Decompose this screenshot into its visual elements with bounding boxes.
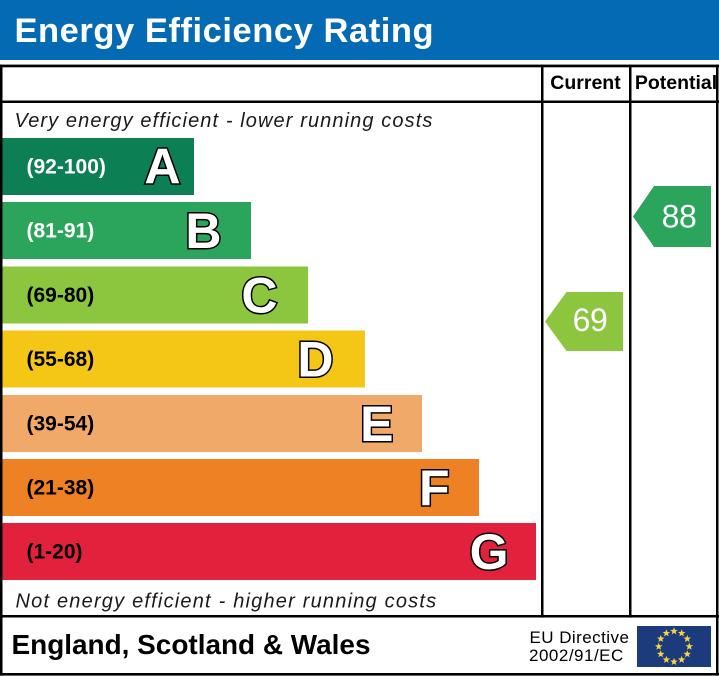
svg-text:69: 69 — [573, 302, 608, 338]
svg-text:A: A — [144, 139, 180, 195]
svg-text:(92-100): (92-100) — [27, 155, 106, 178]
svg-text:B: B — [185, 203, 221, 259]
svg-text:Very energy efficient - lower: Very energy efficient - lower running co… — [15, 110, 434, 132]
svg-text:(81-91): (81-91) — [27, 219, 95, 242]
svg-text:Not energy efficient - higher: Not energy efficient - higher running co… — [16, 591, 438, 613]
svg-text:(69-80): (69-80) — [27, 284, 95, 307]
svg-text:(21-38): (21-38) — [27, 476, 95, 499]
svg-text:C: C — [241, 268, 277, 324]
svg-text:(1-20): (1-20) — [27, 540, 83, 563]
svg-text:(55-68): (55-68) — [27, 348, 95, 371]
svg-text:Energy Efficiency Rating: Energy Efficiency Rating — [15, 12, 435, 50]
svg-text:G: G — [470, 524, 509, 580]
svg-text:Potential: Potential — [635, 72, 717, 94]
svg-text:England, Scotland & Wales: England, Scotland & Wales — [12, 629, 371, 660]
svg-text:Current: Current — [550, 72, 621, 94]
svg-text:E: E — [360, 396, 393, 452]
svg-text:F: F — [419, 460, 450, 516]
svg-text:(39-54): (39-54) — [27, 412, 95, 435]
svg-text:2002/91/EC: 2002/91/EC — [529, 646, 624, 665]
svg-text:88: 88 — [662, 199, 697, 235]
svg-text:D: D — [297, 332, 333, 388]
svg-text:EU Directive: EU Directive — [530, 628, 630, 647]
